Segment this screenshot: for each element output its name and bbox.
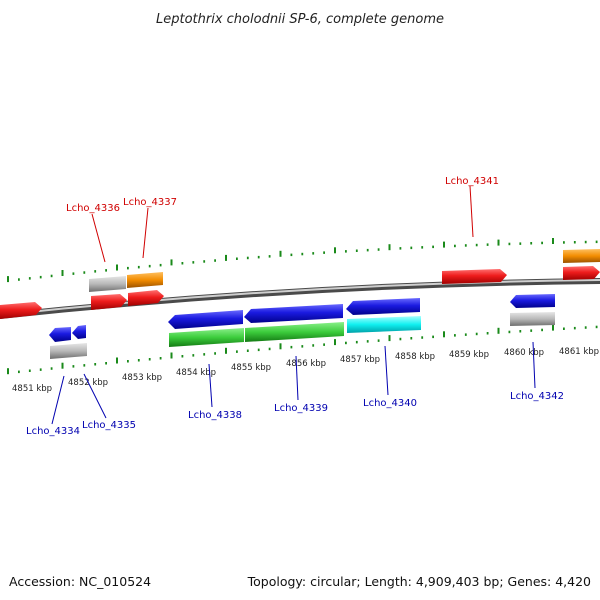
map-title: Leptothrix cholodnii SP-6, complete geno… — [156, 12, 444, 27]
scale-label-4859: 4859 kbp — [449, 350, 489, 360]
cds-arrow-lcho-4341[interactable] — [442, 269, 507, 284]
cds-arrow-left-edge[interactable] — [0, 302, 42, 319]
label-lcho-4336[interactable]: Lcho_4336 — [66, 203, 120, 214]
leader-lcho-4334 — [51, 375, 65, 425]
leader-lcho-4336 — [91, 213, 106, 263]
feature-bar-lcho-4338[interactable] — [169, 328, 244, 347]
accession-text: Accession: NC_010524 — [9, 574, 151, 589]
scale-label-4855: 4855 kbp — [231, 363, 271, 373]
cds-arrow-lcho-4337[interactable] — [128, 290, 164, 306]
leader-lcho-4342 — [532, 341, 536, 389]
leader-lcho-4341 — [469, 185, 474, 238]
label-lcho-4338[interactable]: Lcho_4338 — [188, 410, 242, 421]
leader-lcho-4340 — [384, 345, 389, 396]
cds-arrow-lcho-4342[interactable] — [510, 294, 555, 308]
scale-label-4851: 4851 kbp — [12, 384, 52, 394]
scale-label-4858: 4858 kbp — [395, 352, 435, 362]
cds-arrow-lcho-4335[interactable] — [72, 325, 86, 339]
genome-backbone — [0, 278, 600, 319]
scale-label-4856: 4856 kbp — [286, 359, 326, 369]
cds-arrow-lcho-4338[interactable] — [168, 310, 243, 329]
cds-arrow-lcho-4339[interactable] — [244, 304, 343, 323]
feature-bar-lcho-4339[interactable] — [245, 322, 344, 342]
rna-bar-lcho-4337[interactable] — [127, 272, 163, 288]
label-lcho-4341[interactable]: Lcho_4341 — [445, 176, 499, 187]
leader-lcho-4338 — [208, 363, 213, 408]
scale-label-4857: 4857 kbp — [340, 355, 380, 365]
genome-backbone-highlight — [0, 279, 600, 316]
label-lcho-4339[interactable]: Lcho_4339 — [274, 403, 328, 414]
scale-label-4854: 4854 kbp — [176, 368, 216, 378]
label-lcho-4337[interactable]: Lcho_4337 — [123, 197, 177, 208]
gene-bar-lcho-4334[interactable] — [50, 343, 87, 359]
leader-lcho-4335 — [83, 373, 107, 419]
cds-arrow-far-right[interactable] — [563, 266, 600, 280]
leader-lcho-4337 — [142, 207, 149, 259]
label-lcho-4342[interactable]: Lcho_4342 — [510, 391, 564, 402]
label-lcho-4340[interactable]: Lcho_4340 — [363, 398, 417, 409]
gene-bar-lcho-4342[interactable] — [510, 312, 555, 326]
outer-tick-ruler — [7, 238, 598, 283]
inner-tick-ruler — [7, 324, 598, 375]
scale-label-4853: 4853 kbp — [122, 373, 162, 383]
cds-arrow-lcho-4336[interactable] — [91, 294, 127, 310]
leader-lcho-4339 — [295, 355, 299, 401]
gene-bar-lcho-4336[interactable] — [89, 276, 126, 292]
topology-text: Topology: circular; Length: 4,909,403 bp… — [247, 574, 591, 589]
cds-arrow-lcho-4340[interactable] — [346, 298, 420, 315]
rna-bar-far-right[interactable] — [563, 249, 600, 263]
scale-label-4860: 4860 kbp — [504, 348, 544, 358]
label-lcho-4334[interactable]: Lcho_4334 — [26, 426, 80, 437]
feature-bar-lcho-4340[interactable] — [347, 316, 421, 333]
scale-label-4861: 4861 kbp — [559, 347, 599, 357]
label-lcho-4335[interactable]: Lcho_4335 — [82, 420, 136, 431]
cds-arrow-lcho-4334[interactable] — [49, 327, 71, 342]
